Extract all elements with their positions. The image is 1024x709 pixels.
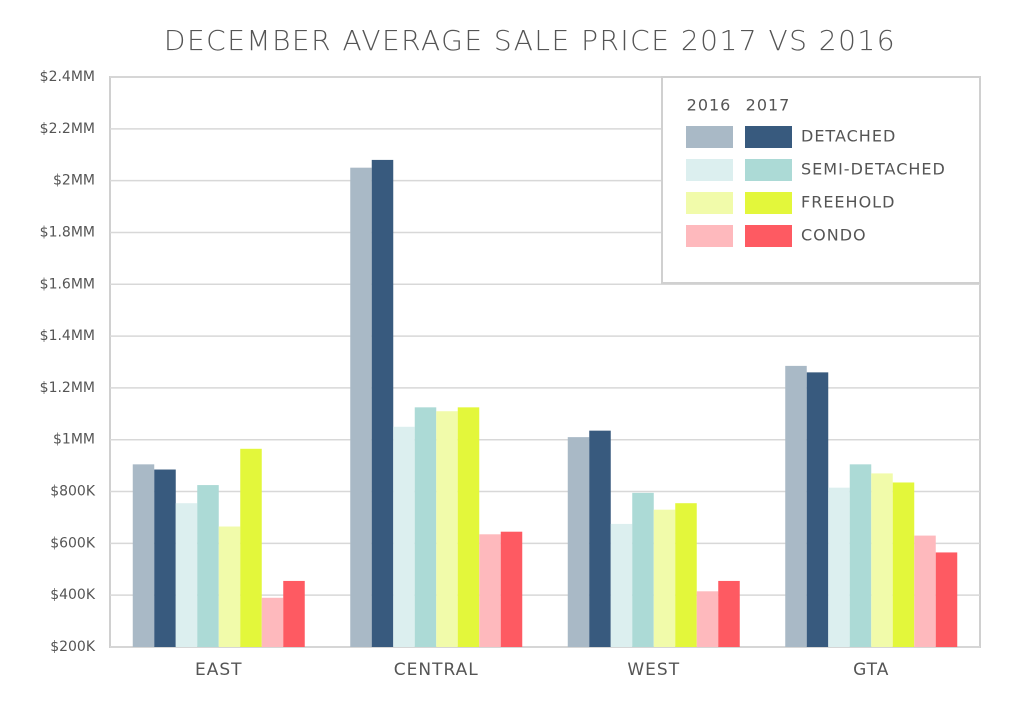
bar [849,464,872,647]
y-tick-label: $1MM [53,432,95,448]
x-tick-label: CENTRAL [394,660,479,680]
x-tick-label: EAST [195,660,243,680]
y-tick-label: $2.4MM [40,69,95,85]
legend-year: 2016 [687,96,732,115]
legend-swatch [745,192,792,214]
bar [436,411,458,647]
legend-label: SEMI-DETACHED [801,160,946,179]
bar [479,534,501,647]
bar [283,580,305,647]
bar [371,159,394,647]
bar [806,372,829,647]
bar [696,591,719,647]
bar [914,535,936,647]
bar [414,407,437,647]
y-tick-label: $1.6MM [40,276,95,292]
bar [240,448,262,647]
y-tick-label: $800K [50,484,96,500]
y-tick-label: $1.2MM [40,380,95,396]
bar [871,473,893,647]
y-tick-label: $1.4MM [40,328,95,344]
y-tick-label: $400K [50,587,96,603]
legend-swatch [686,159,733,181]
chart-title: DECEMBER AVERAGE SALE PRICE 2017 VS 2016 [164,24,896,57]
legend-swatch [686,192,733,214]
bar [892,482,915,647]
bar [175,503,198,647]
x-tick-label: GTA [853,660,889,680]
bar [218,526,241,647]
x-tick-label: WEST [627,660,680,680]
bar [935,552,958,647]
y-tick-label: $1.8MM [40,224,95,240]
legend-swatch [686,225,733,247]
bar [785,365,807,647]
y-tick-label: $2MM [53,173,95,189]
y-tick-label: $2.2MM [40,121,95,137]
bar [500,531,523,647]
bar [261,597,284,647]
bar [197,485,219,647]
bar [154,469,176,647]
legend-label: FREEHOLD [801,193,895,212]
legend-label: DETACHED [801,127,896,146]
legend-label: CONDO [801,226,867,245]
bars: EAST CENTRAL WEST GTA [132,159,958,680]
bar [350,167,372,647]
bar [567,437,590,647]
bar [675,503,697,647]
bar [718,580,740,647]
bar [132,464,155,647]
bar [393,426,415,647]
legend: 2016 2017 DETACHED SEMI-DETACHED FREEHOLD CON… [686,96,946,247]
bar [610,523,633,647]
bar [632,492,654,647]
bar [828,487,850,647]
legend-swatch [745,225,792,247]
legend-year: 2017 [746,96,791,115]
y-tick-label: $200K [50,639,96,655]
legend-swatch [686,126,733,148]
bar [653,509,676,647]
legend-swatch [745,159,792,181]
bar [457,407,480,647]
bar [589,430,611,647]
legend-swatch [745,126,792,148]
y-tick-label: $600K [50,535,96,551]
